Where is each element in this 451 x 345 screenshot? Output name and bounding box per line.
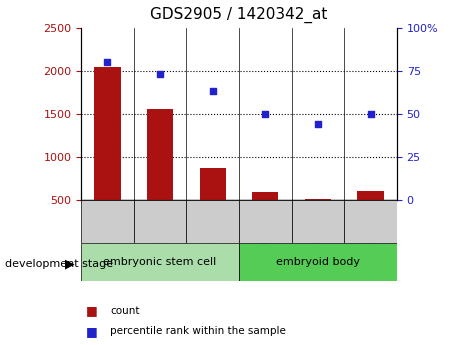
Point (104, 59, 111, 65)
Bar (357, 190, 384, 200)
Text: percentile rank within the sample: percentile rank within the sample (110, 326, 286, 336)
FancyBboxPatch shape (81, 200, 134, 243)
Text: embryoid body: embryoid body (276, 257, 360, 267)
Text: ■: ■ (86, 304, 97, 317)
Bar (94, 67, 120, 200)
Bar (305, 199, 331, 200)
Text: embryonic stem cell: embryonic stem cell (103, 257, 217, 267)
Bar (252, 193, 278, 200)
FancyBboxPatch shape (239, 243, 397, 281)
FancyBboxPatch shape (134, 200, 186, 243)
Text: ▶: ▶ (65, 257, 74, 270)
Point (156, 71, 164, 77)
Text: development stage: development stage (5, 259, 113, 269)
FancyBboxPatch shape (292, 200, 344, 243)
Point (262, 111, 269, 117)
Bar (147, 109, 173, 200)
Text: count: count (110, 306, 140, 315)
FancyBboxPatch shape (186, 200, 239, 243)
Point (314, 121, 322, 127)
Title: GDS2905 / 1420342_at: GDS2905 / 1420342_at (150, 7, 328, 23)
Bar (199, 168, 226, 200)
FancyBboxPatch shape (81, 243, 239, 281)
Point (367, 111, 374, 117)
FancyBboxPatch shape (239, 200, 292, 243)
Point (209, 89, 216, 94)
FancyBboxPatch shape (344, 200, 397, 243)
Text: ■: ■ (86, 325, 97, 338)
